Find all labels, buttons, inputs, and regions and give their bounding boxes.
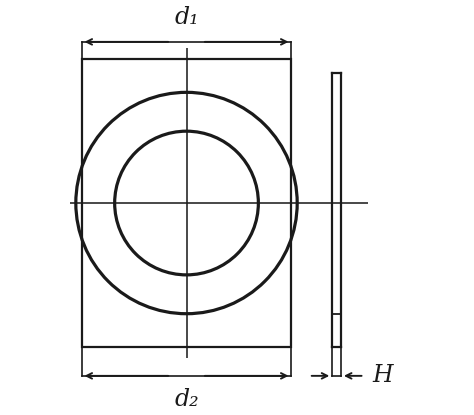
Text: H: H <box>372 364 393 387</box>
Bar <box>82 59 292 347</box>
Text: d₂: d₂ <box>174 388 199 410</box>
Text: d₁: d₁ <box>174 6 199 29</box>
